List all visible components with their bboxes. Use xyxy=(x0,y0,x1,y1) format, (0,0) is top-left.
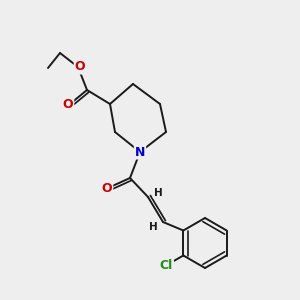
Text: H: H xyxy=(148,222,158,232)
Text: O: O xyxy=(63,98,73,110)
Text: O: O xyxy=(102,182,112,194)
Text: H: H xyxy=(154,188,162,198)
Text: O: O xyxy=(75,61,85,74)
Text: N: N xyxy=(135,146,145,158)
Text: Cl: Cl xyxy=(160,259,173,272)
